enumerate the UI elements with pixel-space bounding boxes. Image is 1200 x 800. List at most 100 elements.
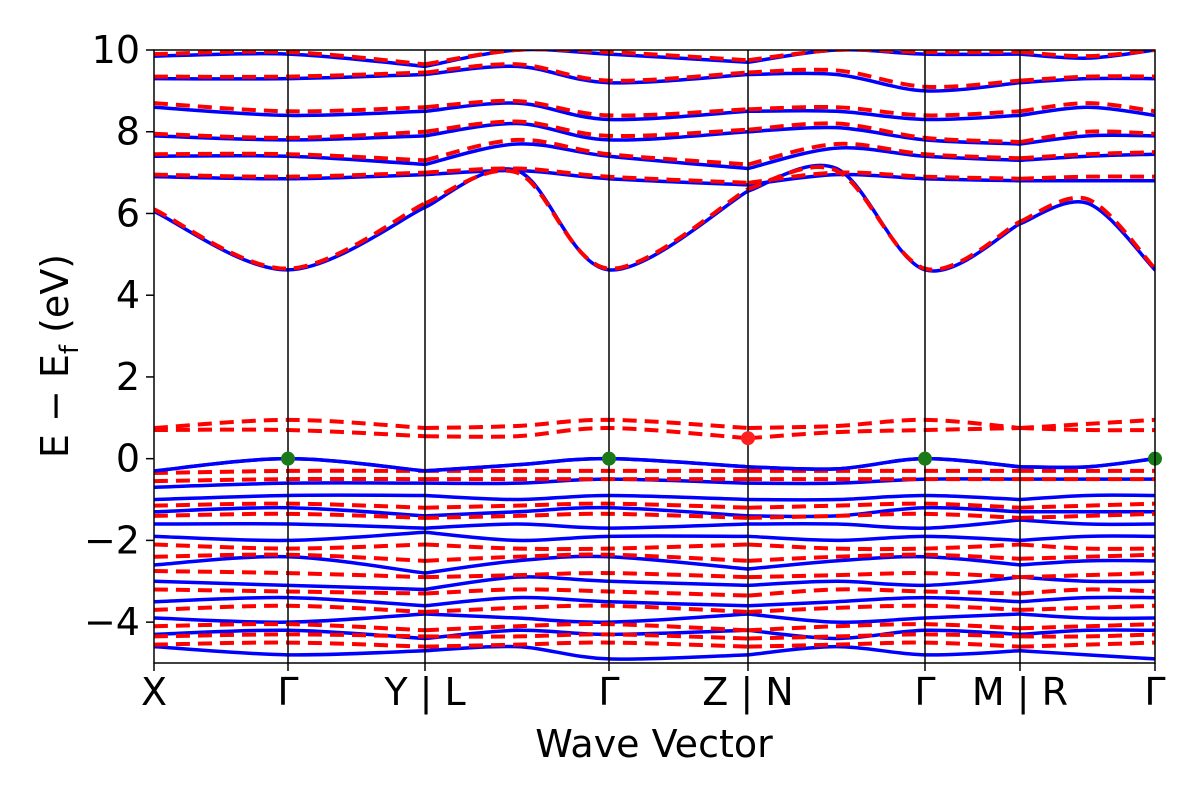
solid-valence-band-6-seg-3 [1018, 558, 1155, 567]
solid-valence-band-7-seg-2 [746, 575, 1022, 588]
y-axis-label-tail: (eV) [33, 254, 77, 345]
solid-valence-band-6-seg-2 [746, 554, 1022, 571]
dashed-defect-band-0-seg-1 [424, 417, 749, 431]
solid-conduction-band-5-seg-1 [423, 64, 750, 85]
solid-valence-band-7-seg-0 [154, 579, 427, 592]
dashed-valence-band-4-seg-3 [1019, 542, 1155, 551]
dashed-conduction-band-2-seg-1 [424, 137, 749, 167]
solid-conduction-band-5-seg-3 [1018, 76, 1155, 85]
solid-valence-band-2-seg-1 [423, 493, 750, 502]
solid-valence-band-3-seg-2 [746, 505, 1022, 519]
extremum-marker-0 [281, 451, 295, 466]
solid-valence-band-8-seg-2 [746, 595, 1022, 608]
dashed-conduction-band-1-seg-1 [424, 166, 749, 185]
dashed-valence-band-0-seg-0 [154, 468, 426, 475]
y-axis-label-main: E − E [33, 354, 77, 458]
dashed-defect-band-1-seg-3 [1019, 426, 1155, 433]
dashed-valence-band-7-seg-1 [424, 587, 749, 598]
dashed-valence-band-5-seg-3 [1019, 552, 1155, 561]
extremum-marker-4 [741, 431, 755, 446]
x-tick-label-5: Γ [914, 670, 935, 714]
dashed-defect-band-0-seg-2 [747, 417, 1021, 431]
x-tick-label-6: M | R [972, 670, 1068, 715]
solid-vbm-band-0-seg-1 [423, 456, 750, 473]
solid-valence-band-11-seg-0 [154, 644, 427, 657]
dashed-valence-band-8-seg-3 [1019, 603, 1155, 612]
dashed-conduction-band-0-seg-1 [424, 168, 750, 271]
y-tick-label-2: 0 [116, 437, 140, 481]
dashed-valence-band-8-seg-2 [747, 603, 1021, 614]
solid-valence-band-7-seg-3 [1018, 575, 1155, 584]
dashed-valence-band-11-seg-1 [424, 640, 749, 649]
solid-valence-band-4-seg-0 [154, 522, 427, 530]
dashed-valence-band-3-seg-2 [747, 511, 1021, 520]
y-tick-label-1: −2 [84, 518, 140, 562]
dashed-valence-band-4-seg-0 [154, 542, 426, 551]
dashed-conduction-band-6-seg-3 [1019, 50, 1155, 59]
solid-valence-band-10-seg-1 [423, 628, 750, 641]
y-axis-label-sub: f [55, 344, 85, 354]
kpoint-lines [287, 50, 1021, 663]
solid-valence-band-10-seg-3 [1018, 628, 1155, 637]
x-tick-label-1: Γ [277, 670, 298, 714]
dashed-valence-band-10-seg-0 [154, 632, 426, 639]
dashed-valence-band-9-seg-2 [747, 622, 1021, 633]
solid-conduction-band-2-seg-3 [1018, 152, 1155, 163]
solid-valence-band-5-seg-2 [746, 534, 1022, 543]
x-tick-label-4: Z | N [702, 670, 793, 715]
dashed-valence-band-10-seg-2 [747, 632, 1021, 641]
dashed-valence-band-6-seg-1 [424, 571, 749, 580]
dashed-valence-band-11-seg-3 [1019, 640, 1155, 649]
solid-conduction-band-0-seg-3 [1018, 200, 1155, 272]
y-tick-label-0: −4 [84, 600, 140, 644]
dashed-conduction-band-6-seg-1 [424, 50, 749, 67]
solid-valence-band-4-seg-2 [746, 518, 1022, 530]
dashed-valence-band-11-seg-2 [747, 640, 1021, 649]
solid-valence-band-5-seg-1 [423, 530, 750, 543]
dashed-conduction-band-0-seg-3 [1019, 195, 1155, 271]
solid-conduction-band-4-seg-1 [423, 101, 750, 122]
dashed-valence-band-3-seg-1 [424, 511, 749, 520]
solid-valence-band-4-seg-3 [1018, 518, 1155, 527]
dashed-valence-band-8-seg-1 [424, 603, 749, 614]
dashed-valence-band-9-seg-1 [424, 622, 749, 633]
solid-conduction-band-3-seg-3 [1018, 133, 1155, 146]
dashed-valence-band-4-seg-1 [424, 542, 749, 552]
dashed-conduction-band-4-seg-3 [1019, 101, 1155, 114]
y-axis-ticks: −4 −2 0 2 4 6 8 10 [84, 28, 154, 644]
solid-valence-band-2-seg-2 [746, 493, 1022, 502]
dashed-valence-band-6-seg-3 [1019, 571, 1155, 580]
dashed-valence-band-5-seg-2 [747, 552, 1021, 563]
dashed-valence-band-2-seg-3 [1019, 501, 1155, 510]
solid-valence-band-4-seg-1 [423, 522, 750, 530]
dashed-conduction-band-3-seg-2 [747, 121, 1021, 144]
dashed-conduction-band-1-seg-2 [747, 170, 1021, 185]
solid-conduction-band-3-seg-1 [423, 121, 750, 142]
dashed-defect-band-1-seg-0 [154, 427, 426, 439]
dashed-valence-band-10-seg-1 [424, 632, 749, 641]
solid-conduction-band-1-seg-1 [423, 168, 750, 187]
x-tick-label-0: X [141, 670, 167, 714]
solid-valence-band-9-seg-0 [154, 612, 427, 624]
dashed-defect-band-1-seg-2 [747, 426, 1021, 441]
y-tick-label-7: 10 [92, 28, 140, 72]
dashed-valence-band-2-seg-2 [747, 501, 1021, 510]
solid-conduction-band-2-seg-2 [746, 146, 1022, 171]
solid-valence-band-9-seg-3 [1018, 612, 1155, 621]
dashed-valence-band-7-seg-3 [1019, 587, 1155, 596]
dashed-valence-band-9-seg-3 [1019, 622, 1155, 631]
solid-valence-band-3-seg-1 [423, 505, 750, 518]
dashed-valence-band-1-seg-0 [154, 476, 426, 484]
solid-vbm-band-0-seg-3 [1018, 456, 1155, 470]
dashed-conduction-band-5-seg-3 [1019, 74, 1155, 83]
solid-conduction-band-4-seg-2 [746, 108, 1022, 122]
solid-conduction-band-0-seg-0 [154, 205, 427, 272]
y-axis-label: E − Ef (eV) [33, 254, 85, 458]
dashed-valence-band-6-seg-2 [747, 571, 1021, 580]
dashed-valence-band-10-seg-3 [1019, 632, 1155, 639]
solid-valence-band-1-seg-0 [154, 481, 427, 490]
dashed-conduction-band-4-seg-1 [424, 98, 749, 118]
solid-valence-band-9-seg-2 [746, 612, 1022, 624]
dashed-conduction-band-3-seg-1 [424, 119, 749, 139]
